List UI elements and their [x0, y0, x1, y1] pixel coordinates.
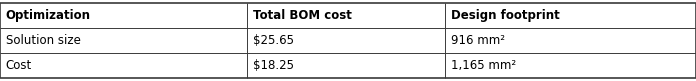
Bar: [247, 28, 445, 53]
Text: Solution size: Solution size: [6, 34, 81, 47]
Bar: [247, 3, 445, 28]
Bar: [0, 53, 247, 78]
Text: Total BOM cost: Total BOM cost: [253, 9, 351, 22]
Text: Cost: Cost: [6, 59, 32, 72]
Bar: [445, 3, 696, 28]
Bar: [247, 53, 445, 78]
Text: $25.65: $25.65: [253, 34, 294, 47]
Bar: [0, 3, 247, 28]
Bar: [445, 28, 696, 53]
Bar: [445, 53, 696, 78]
Text: Design footprint: Design footprint: [451, 9, 560, 22]
Bar: [0, 28, 247, 53]
Text: Optimization: Optimization: [6, 9, 90, 22]
Text: 1,165 mm²: 1,165 mm²: [451, 59, 516, 72]
Text: 916 mm²: 916 mm²: [451, 34, 505, 47]
Text: $18.25: $18.25: [253, 59, 294, 72]
